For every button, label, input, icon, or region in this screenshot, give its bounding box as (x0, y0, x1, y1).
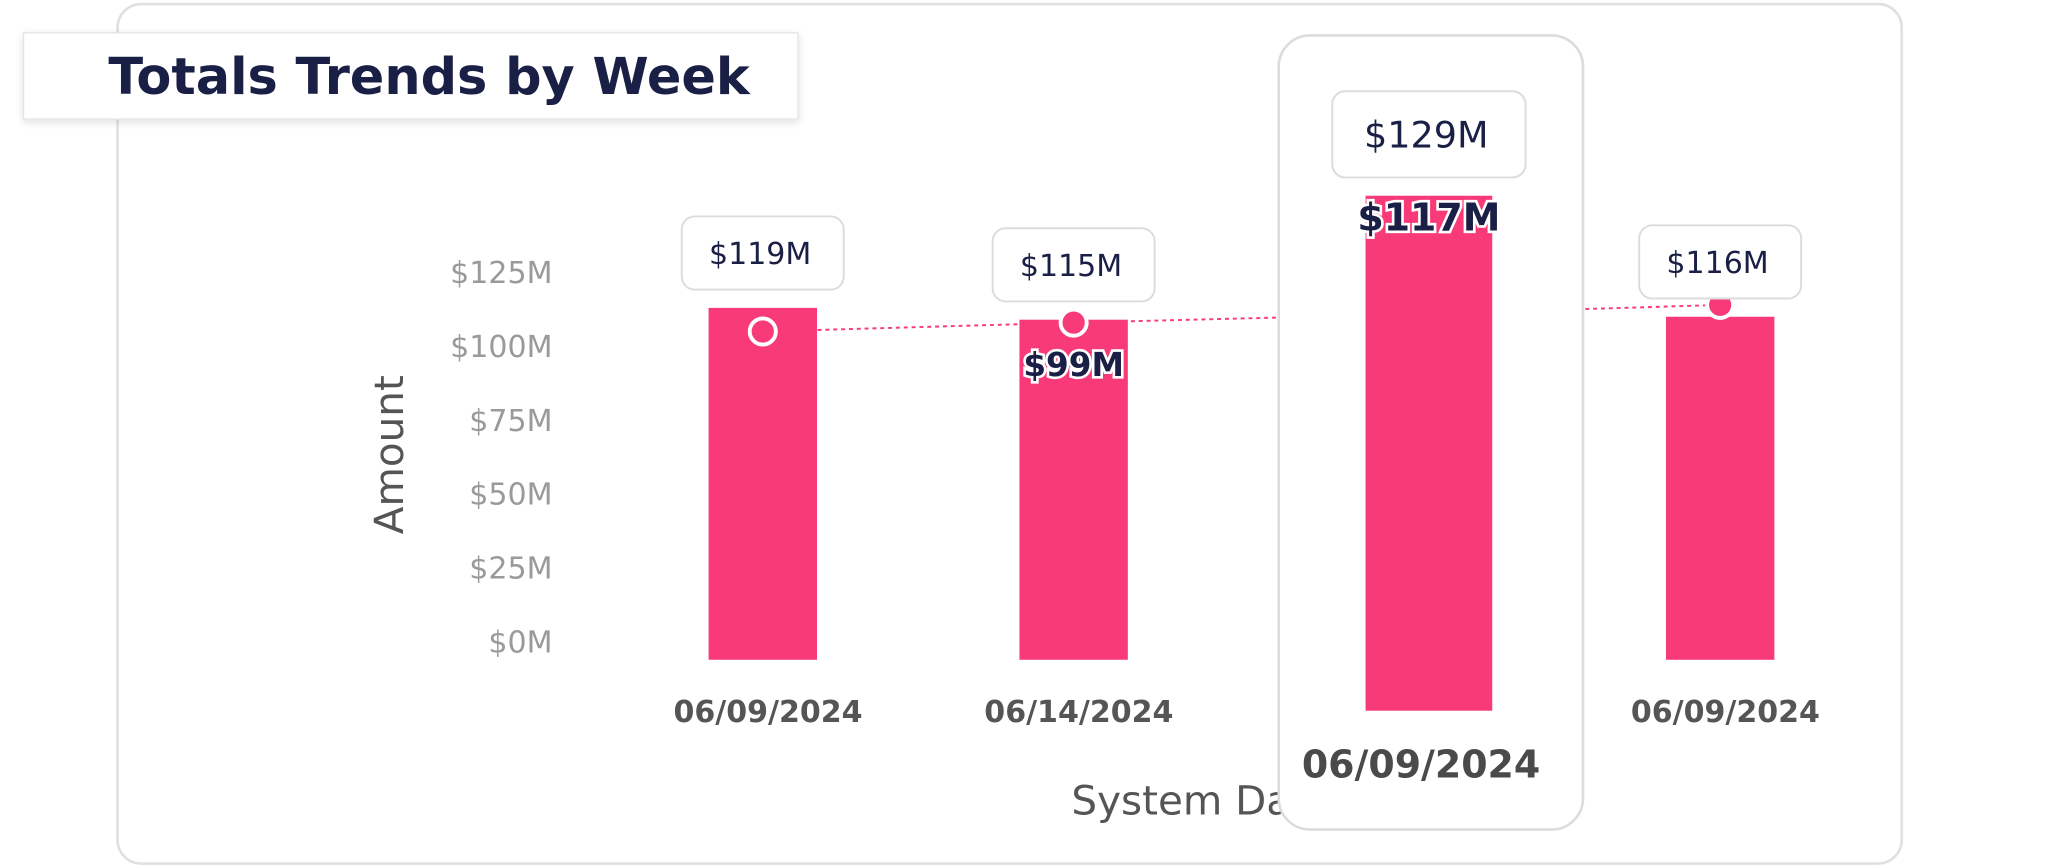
bar (1019, 319, 1128, 660)
value-label-box (680, 215, 845, 291)
trend-point (747, 316, 778, 347)
value-label: $129M (1364, 113, 1489, 156)
trend-point (1058, 307, 1089, 338)
inner-label: $99M (1023, 346, 1124, 384)
value-label-box (991, 227, 1156, 303)
chart-title: Totals Trends by Week (108, 48, 750, 107)
value-label: $119M (709, 237, 811, 272)
bar (1365, 195, 1493, 711)
inner-label: $117M (1357, 196, 1500, 240)
value-label: $116M (1666, 246, 1768, 281)
value-label: $115M (1020, 249, 1122, 284)
highlight: $129M $117M 06/09/2024 (1277, 34, 1585, 831)
title-box (22, 32, 799, 120)
y-tick-label: $25M (469, 552, 552, 587)
y-tick-label: $50M (469, 478, 552, 513)
value-label-box (1331, 90, 1527, 179)
bar (1665, 316, 1775, 660)
y-tick-label: $0M (488, 626, 552, 661)
y-tick-label: $100M (450, 330, 552, 365)
x-tick-label: 06/14/2024 (984, 695, 1173, 730)
x-tick-label: 06/09/2024 (1631, 695, 1820, 730)
bar (708, 307, 817, 660)
x-tick-label: 06/09/2024 (1302, 742, 1540, 786)
y-axis-label: Amount (365, 375, 413, 534)
y-tick-label: $125M (450, 256, 552, 291)
trend-line (762, 303, 1721, 333)
value-label-box (1638, 224, 1803, 300)
x-tick-label: 06/09/2024 (673, 695, 862, 730)
plot: $0M $25M $50M $75M $100M $125M $119M 06/09/2024… (450, 215, 1820, 730)
y-tick-label: $75M (469, 404, 552, 439)
